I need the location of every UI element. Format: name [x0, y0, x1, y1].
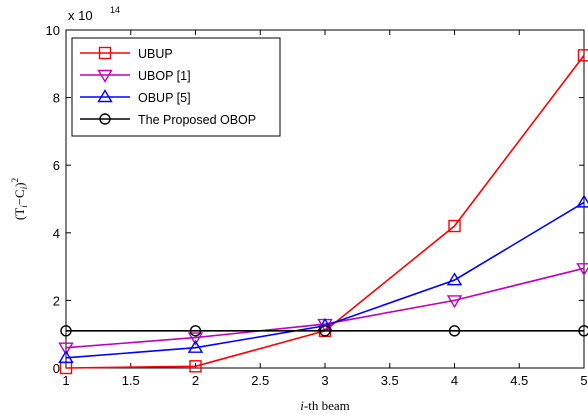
- legend-item: The Proposed OBOP: [80, 113, 256, 127]
- legend-marker: [99, 113, 111, 125]
- x-tick-label: 5: [580, 373, 587, 388]
- data-point: [448, 325, 461, 337]
- data-point: [60, 325, 72, 337]
- x-tick-label: 2: [192, 373, 199, 388]
- x-tick-label: 4: [451, 373, 458, 388]
- data-point: [58, 342, 74, 356]
- data-point: [578, 325, 588, 337]
- series-line: [65, 267, 585, 349]
- x-tick-label: 4.5: [510, 373, 528, 388]
- data-point: [187, 339, 204, 353]
- y-tick-label: 10: [46, 23, 60, 38]
- legend-item: UBOP [1]: [80, 69, 191, 83]
- x-tick-label: 1: [62, 373, 69, 388]
- data-point: [189, 360, 202, 373]
- legend-label: UBOP [1]: [138, 69, 191, 83]
- x-axis-label-italic: i: [300, 398, 304, 413]
- legend: UBUP UBOP [1] OBUP [5] The Proposed OBOP: [71, 37, 281, 137]
- data-point: [319, 325, 331, 337]
- y-label-base: (T: [12, 208, 27, 220]
- y-exponent-label: x 10: [68, 8, 93, 23]
- y-tick-label: 6: [53, 158, 60, 173]
- y-exponent-power: 14: [110, 5, 120, 15]
- data-point: [187, 332, 204, 346]
- x-tick-label: 3.5: [381, 373, 399, 388]
- legend-label: UBUP: [138, 47, 173, 61]
- legend-item: UBUP: [80, 46, 173, 61]
- y-label-sub1: i: [19, 205, 29, 208]
- x-axis-label: i-th beam: [300, 398, 349, 413]
- data-point: [577, 49, 588, 62]
- y-tick-label: 0: [53, 361, 60, 376]
- y-tick-label: 4: [53, 226, 60, 241]
- x-tick-label: 2.5: [251, 373, 269, 388]
- y-label-sup: 2: [10, 178, 20, 183]
- data-point: [189, 325, 202, 337]
- y-label-mid: −C: [12, 189, 27, 205]
- y-label-sub2: i: [19, 186, 29, 189]
- data-point: [58, 349, 74, 364]
- y-tick-label: 2: [53, 293, 60, 308]
- y-axis-label: (Ti−Ci)2: [10, 178, 29, 220]
- legend-label: OBUP [5]: [138, 91, 191, 105]
- legend-label: The Proposed OBOP: [138, 113, 256, 127]
- legend-marker: [97, 69, 113, 83]
- data-point: [576, 194, 588, 208]
- x-axis-label-rest: -th beam: [304, 398, 350, 413]
- y-tick-label: 8: [53, 91, 60, 106]
- legend-marker: [97, 89, 113, 103]
- axes: 1 1.5 2 2.5 3 3.5 4 4.5 5 0 2 4 6 8 10: [46, 23, 588, 388]
- legend-item: OBUP [5]: [80, 89, 191, 105]
- series-3: [60, 325, 588, 337]
- series-layer: [58, 49, 588, 375]
- x-tick-label: 3: [321, 373, 328, 388]
- data-point: [576, 263, 588, 277]
- legend-marker: [98, 46, 112, 60]
- data-point: [446, 295, 463, 309]
- x-tick-label: 1.5: [122, 373, 140, 388]
- data-point: [446, 272, 463, 286]
- data-point: [448, 219, 461, 233]
- y-label-close: ): [12, 182, 27, 186]
